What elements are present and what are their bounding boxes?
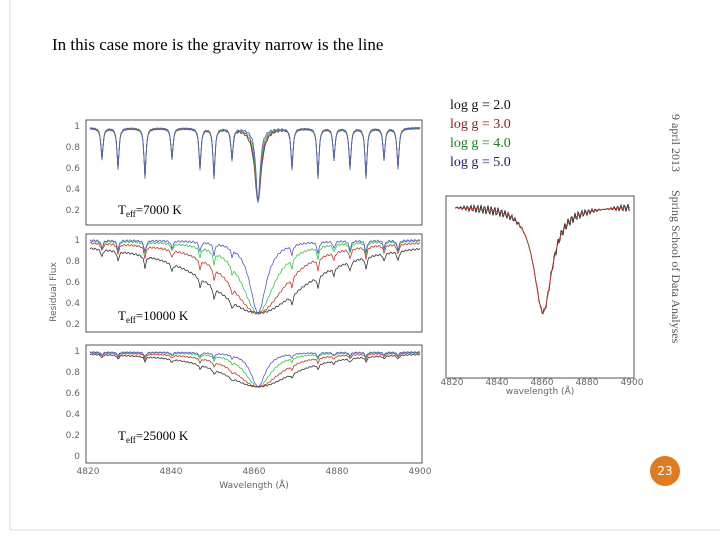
y-tick-label: 0.4 — [66, 410, 81, 420]
x-axis-label: Wavelength (Å) — [219, 479, 288, 491]
x-tick-label: 4820 — [441, 378, 464, 388]
teff-label: Teff=25000 K — [118, 428, 189, 445]
panel-frame — [85, 119, 423, 226]
x-tick-label: 4860 — [243, 467, 266, 477]
y-tick-label: 0.2 — [66, 320, 80, 330]
spectrum — [89, 126, 421, 203]
symbol: T — [118, 308, 126, 323]
teff-label: Teff=7000 K — [118, 202, 182, 219]
page-number: 23 — [657, 464, 672, 478]
y-tick-label: 0.6 — [66, 278, 81, 288]
x-tick-label: 4900 — [409, 467, 432, 477]
event: Spring School of Data Analyses — [669, 190, 683, 344]
subscript: eff — [126, 209, 136, 219]
page-badge — [650, 456, 680, 486]
x-tick-label: 4820 — [77, 467, 100, 477]
legend-entry: log g = 5.0 — [450, 155, 511, 170]
y-tick-label: 1 — [74, 122, 80, 132]
date: 9 april 2013 — [669, 114, 683, 172]
legend-entry: log g = 2.0 — [450, 98, 511, 113]
symbol: T — [118, 428, 126, 443]
y-tick-label: 0.8 — [66, 143, 81, 153]
y-tick-label: 0.8 — [66, 257, 81, 267]
panel-frame — [85, 233, 423, 333]
x-tick-label: 4860 — [531, 378, 554, 388]
spectrum — [89, 238, 421, 315]
x-tick-label: 4840 — [486, 378, 509, 388]
y-tick-label: 0.4 — [66, 299, 81, 309]
panel-frame — [85, 344, 423, 464]
legend-entry: log g = 4.0 — [450, 136, 511, 151]
y-axis-label: Residual Flux — [49, 262, 59, 322]
x-axis-label: wavelength (Å) — [506, 385, 574, 397]
y-tick-label: 0.4 — [66, 185, 81, 195]
y-tick-label: 0.2 — [66, 431, 80, 441]
text: =25000 K — [136, 428, 189, 443]
x-tick-label: 4900 — [621, 378, 644, 388]
y-tick-label: 0.6 — [66, 389, 81, 399]
spectrum — [89, 351, 421, 388]
subscript: eff — [126, 435, 136, 445]
y-tick-label: 0.8 — [66, 368, 81, 378]
text: =7000 K — [136, 202, 183, 217]
title: In this case more is the gravity narrow … — [52, 35, 383, 54]
teff-labels: Teff=7000 K Teff=10000 K Teff=25000 K — [118, 202, 189, 445]
x-tick-label: 4880 — [326, 467, 349, 477]
legend-entry: log g = 3.0 — [450, 117, 511, 132]
legend: log g = 2.0 log g = 3.0 log g = 4.0 log … — [450, 98, 511, 170]
panel-frame — [445, 195, 635, 379]
y-tick-label: 0 — [74, 452, 80, 462]
x-tick-label: 4880 — [576, 378, 599, 388]
spectrum — [454, 207, 630, 313]
spectrum — [89, 241, 421, 315]
y-tick-label: 1 — [74, 347, 80, 357]
left-figure: Residual Flux Wavelength (Å) 1 0.8 0.6 0.4 0… — [49, 119, 432, 491]
y-tick-label: 0.6 — [66, 164, 81, 174]
teff-label: Teff=10000 K — [118, 308, 189, 325]
subscript: eff — [126, 315, 136, 325]
y-tick-label: 0.2 — [66, 206, 80, 216]
symbol: T — [118, 202, 126, 217]
right-figure: wavelength (Å) 4820 4840 4860 4880 4900 — [441, 195, 644, 397]
y-tick-label: 1 — [74, 236, 80, 246]
x-tick-label: 4840 — [160, 467, 183, 477]
text: =10000 K — [136, 308, 189, 323]
